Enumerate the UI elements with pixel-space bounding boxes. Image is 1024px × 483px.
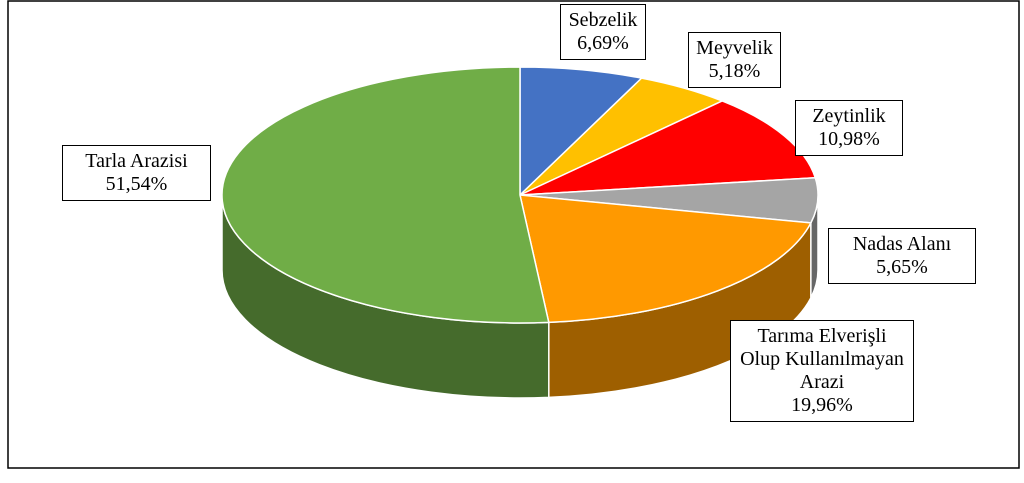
label-value: 5,65%	[876, 256, 928, 278]
slice	[519, 100, 817, 196]
label-value: 19,96%	[791, 394, 853, 416]
data-label: Tarla Arazisi 51,54%	[62, 145, 211, 201]
label-name: Tarıma Elverişli Olup Kullanılmayan Araz…	[740, 325, 904, 393]
label-name: Nadas Alanı	[852, 233, 952, 255]
data-label: Zeytinlik 10,98%	[795, 100, 903, 156]
data-label: Sebzelik 6,69%	[560, 4, 646, 60]
frame	[7, 0, 1020, 469]
label-value: 6,69%	[577, 32, 629, 54]
data-label: Nadas Alanı 5,65%	[828, 228, 976, 284]
slice	[519, 194, 813, 324]
label-name: Zeytinlik	[812, 105, 886, 127]
data-label: Tarıma Elverişli Olup Kullanılmayan Araz…	[730, 320, 914, 422]
label-value: 10,98%	[818, 128, 880, 150]
data-label: Meyvelik 5,18%	[688, 32, 781, 88]
label-name: Sebzelik	[568, 9, 638, 31]
slice	[221, 66, 550, 324]
label-value: 51,54%	[105, 173, 168, 195]
slice	[519, 66, 644, 197]
label-value: 5,18%	[708, 60, 761, 82]
label-name: Meyvelik	[696, 37, 773, 59]
label-name: Tarla Arazisi	[85, 150, 188, 172]
